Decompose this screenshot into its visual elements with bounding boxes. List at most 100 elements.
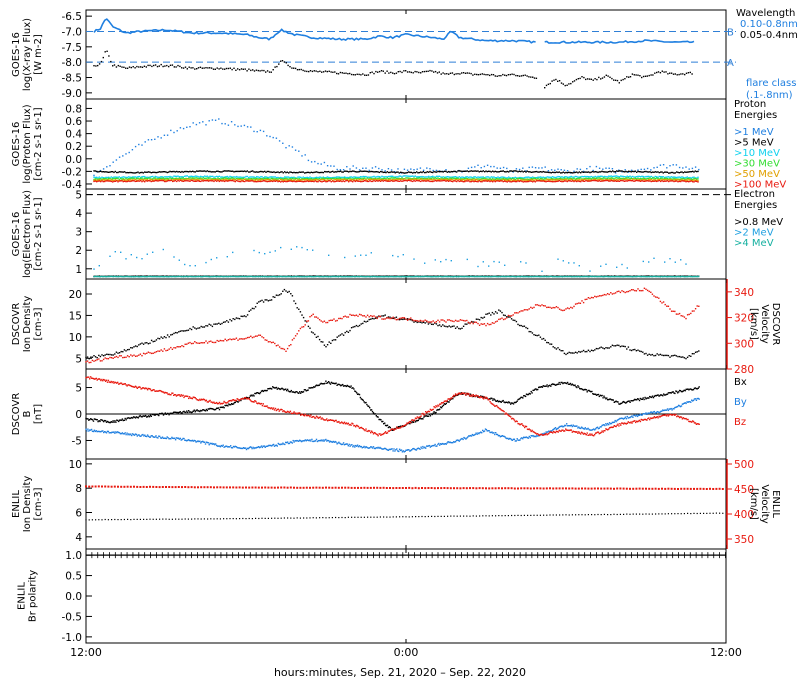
data-point [531, 172, 532, 173]
data-point [475, 181, 476, 182]
data-point [503, 314, 504, 315]
y-tick-label: 5 [75, 190, 82, 202]
data-point [634, 349, 635, 350]
data-point [221, 171, 222, 172]
data-point [692, 180, 693, 181]
data-point [221, 176, 222, 177]
data-point [489, 324, 490, 325]
data-point [164, 181, 165, 182]
data-point [309, 172, 310, 173]
data-point [420, 181, 421, 182]
data-point [633, 178, 634, 179]
data-point [335, 339, 336, 340]
data-point [570, 83, 571, 84]
data-point [323, 181, 324, 182]
data-point [282, 60, 283, 61]
data-point [373, 315, 374, 316]
data-point [277, 177, 278, 178]
data-point [470, 73, 471, 74]
data-point [205, 171, 206, 172]
data-point [97, 171, 98, 172]
data-point [384, 178, 385, 179]
data-point [128, 180, 129, 181]
data-point [259, 171, 260, 172]
data-point [613, 293, 614, 294]
data-point [95, 180, 96, 181]
data-point [521, 310, 522, 311]
data-point [109, 354, 110, 355]
data-point [427, 179, 428, 180]
data-point [563, 260, 564, 261]
data-point [653, 167, 654, 168]
data-point [418, 321, 419, 322]
data-point [229, 170, 230, 171]
data-point [372, 167, 373, 168]
data-point [477, 181, 478, 182]
data-point [487, 323, 488, 324]
data-point [179, 260, 180, 261]
data-point [231, 176, 232, 177]
data-point [615, 292, 616, 293]
data-point [667, 178, 668, 179]
data-point [676, 177, 677, 178]
data-point [687, 179, 688, 180]
data-point [123, 181, 124, 182]
data-point [392, 177, 393, 178]
data-point [275, 179, 276, 180]
data-point [647, 355, 648, 356]
data-point [446, 73, 447, 74]
data-point [129, 179, 130, 180]
data-point [129, 178, 130, 179]
data-point [532, 77, 533, 78]
data-point [527, 171, 528, 172]
data-point [433, 71, 434, 72]
data-point [145, 180, 146, 181]
data-point [162, 66, 163, 67]
data-point [552, 178, 553, 179]
data-point [502, 74, 503, 75]
data-point [560, 178, 561, 179]
data-point [481, 180, 482, 181]
data-point [513, 179, 514, 180]
data-point [465, 171, 466, 172]
data-point [99, 178, 100, 179]
data-point [611, 78, 612, 79]
data-point [540, 180, 541, 181]
data-point [310, 70, 311, 71]
data-point [340, 171, 341, 172]
data-point [664, 261, 665, 262]
data-point [329, 341, 330, 342]
data-point [361, 176, 362, 177]
data-point [511, 179, 512, 180]
data-point [697, 180, 698, 181]
data-point [347, 73, 348, 74]
data-point [151, 416, 152, 417]
data-point [456, 179, 457, 180]
data-point [689, 314, 690, 315]
data-point [516, 312, 517, 313]
data-point [103, 168, 104, 169]
data-point [90, 357, 91, 358]
data-point [436, 323, 437, 324]
data-point [217, 180, 218, 181]
data-point [240, 178, 241, 179]
data-point [147, 172, 148, 173]
data-point [568, 178, 569, 179]
data-point [189, 342, 190, 343]
data-point [293, 178, 294, 179]
data-point [485, 74, 486, 75]
data-point [331, 171, 332, 172]
data-point [568, 177, 569, 178]
data-point [653, 177, 654, 178]
data-point [633, 171, 634, 172]
data-point [253, 336, 254, 337]
data-point [153, 172, 154, 173]
data-point [458, 320, 459, 321]
data-point [160, 180, 161, 181]
reference-line-label: B [727, 27, 734, 38]
data-point [404, 180, 405, 181]
data-point [241, 68, 242, 69]
data-point [591, 350, 592, 351]
data-point [543, 177, 544, 178]
data-point [533, 307, 534, 308]
